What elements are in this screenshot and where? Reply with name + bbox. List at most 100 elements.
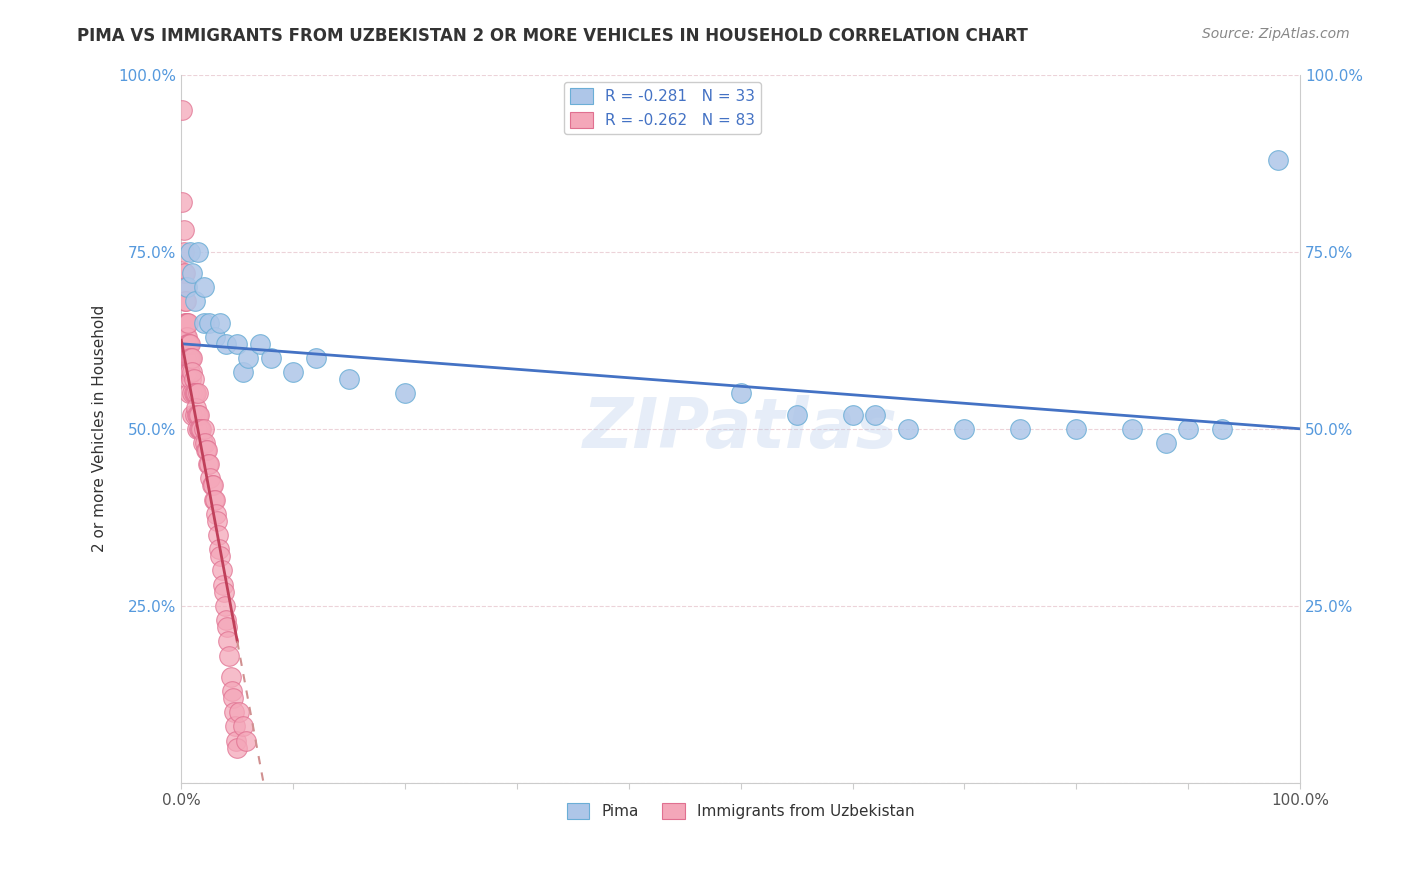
Point <box>176 280 198 294</box>
Point <box>173 244 195 259</box>
Point <box>193 316 215 330</box>
Point <box>226 740 249 755</box>
Point <box>184 401 207 415</box>
Point <box>180 351 202 365</box>
Point <box>1177 422 1199 436</box>
Point <box>232 365 254 379</box>
Point <box>187 408 209 422</box>
Point <box>235 733 257 747</box>
Point <box>786 408 808 422</box>
Point <box>1211 422 1233 436</box>
Point <box>174 294 197 309</box>
Point <box>211 577 233 591</box>
Point <box>181 365 204 379</box>
Point <box>179 386 201 401</box>
Point <box>953 422 976 436</box>
Point <box>181 351 204 365</box>
Point <box>191 436 214 450</box>
Point <box>176 336 198 351</box>
Point <box>174 351 197 365</box>
Point <box>304 351 326 365</box>
Point <box>249 336 271 351</box>
Point <box>209 549 232 564</box>
Point <box>179 351 201 365</box>
Point <box>188 422 211 436</box>
Point <box>222 691 245 706</box>
Point <box>225 733 247 747</box>
Point <box>177 372 200 386</box>
Point <box>177 351 200 365</box>
Point <box>193 422 215 436</box>
Point <box>174 329 197 343</box>
Point <box>194 443 217 458</box>
Point <box>200 478 222 492</box>
Point <box>205 514 228 528</box>
Point <box>217 634 239 648</box>
Point <box>841 408 863 422</box>
Point <box>212 584 235 599</box>
Point <box>177 336 200 351</box>
Point <box>863 408 886 422</box>
Point <box>181 386 204 401</box>
Point <box>337 372 360 386</box>
Point <box>204 329 226 343</box>
Point <box>1010 422 1032 436</box>
Point <box>179 336 201 351</box>
Point <box>176 365 198 379</box>
Point <box>183 386 205 401</box>
Point <box>173 223 195 237</box>
Point <box>186 408 208 422</box>
Point <box>897 422 920 436</box>
Y-axis label: 2 or more Vehicles in Household: 2 or more Vehicles in Household <box>93 305 107 552</box>
Point <box>179 244 201 259</box>
Point <box>188 408 211 422</box>
Point <box>180 372 202 386</box>
Point <box>173 266 195 280</box>
Point <box>190 422 212 436</box>
Point <box>183 294 205 309</box>
Point <box>172 103 194 117</box>
Text: PIMA VS IMMIGRANTS FROM UZBEKISTAN 2 OR MORE VEHICLES IN HOUSEHOLD CORRELATION C: PIMA VS IMMIGRANTS FROM UZBEKISTAN 2 OR … <box>77 27 1028 45</box>
Point <box>184 386 207 401</box>
Point <box>186 422 208 436</box>
Point <box>394 386 416 401</box>
Point <box>211 564 233 578</box>
Point <box>195 443 218 458</box>
Point <box>238 351 260 365</box>
Point <box>208 542 231 557</box>
Point <box>228 705 250 719</box>
Point <box>224 719 246 733</box>
Point <box>209 316 232 330</box>
Point <box>232 719 254 733</box>
Point <box>176 329 198 343</box>
Point <box>214 599 236 613</box>
Point <box>179 365 201 379</box>
Point <box>1121 422 1143 436</box>
Point <box>1267 153 1289 167</box>
Point <box>1064 422 1087 436</box>
Text: Source: ZipAtlas.com: Source: ZipAtlas.com <box>1202 27 1350 41</box>
Legend: Pima, Immigrants from Uzbekistan: Pima, Immigrants from Uzbekistan <box>561 797 921 825</box>
Point <box>173 316 195 330</box>
Point <box>198 457 221 471</box>
Point <box>221 684 243 698</box>
Point <box>217 620 239 634</box>
Point <box>219 670 242 684</box>
Point <box>198 316 221 330</box>
Point <box>172 195 194 210</box>
Point <box>201 478 224 492</box>
Point <box>215 336 238 351</box>
Point <box>193 280 215 294</box>
Point <box>200 471 222 485</box>
Point <box>205 507 228 521</box>
Point <box>181 266 204 280</box>
Point <box>187 244 209 259</box>
Point <box>187 386 209 401</box>
Point <box>176 316 198 330</box>
Point <box>204 492 226 507</box>
Point <box>197 457 219 471</box>
Point <box>215 613 238 627</box>
Point <box>194 436 217 450</box>
Point <box>173 294 195 309</box>
Point <box>173 266 195 280</box>
